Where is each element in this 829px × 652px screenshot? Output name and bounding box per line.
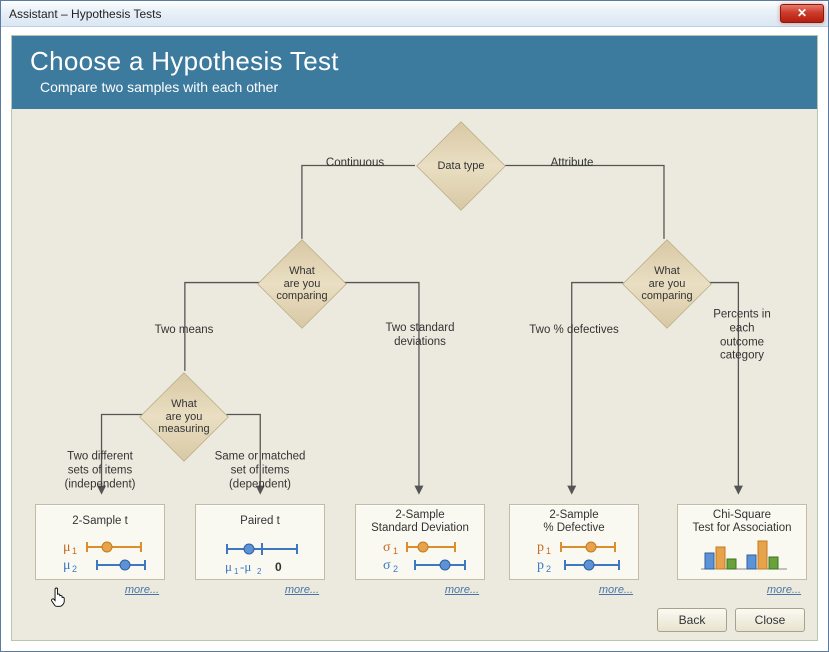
card-paired-t-icon: μ1 -μ 2 0 [197,535,323,575]
card-chi-square[interactable]: Chi-Square Test for Association [677,504,807,580]
svg-text:2: 2 [546,564,551,574]
svg-text:1: 1 [234,567,239,575]
svg-text:p: p [537,558,544,573]
svg-text:μ: μ [63,558,71,573]
label-two-pct-def: Two % defectives [529,324,618,338]
svg-text:2: 2 [257,567,262,575]
card-2-sample-pct-defective[interactable]: 2-Sample % Defective p1 p2 [509,504,639,580]
titlebar: Assistant – Hypothesis Tests ✕ [1,1,828,27]
svg-text:2: 2 [393,564,398,574]
diamond-what-comparing-right: What are you comparing [623,240,711,328]
card-title: Chi-Square Test for Association [679,509,805,535]
assistant-window: Assistant – Hypothesis Tests ✕ Choose a … [0,0,829,652]
more-link-2-sample-std[interactable]: more... [445,584,479,596]
label-continuous: Continuous [326,157,384,171]
content-panel: Choose a Hypothesis Test Compare two sam… [11,35,818,641]
diamond-data-type: Data type [417,122,505,210]
more-link-2-sample-pct[interactable]: more... [599,584,633,596]
card-2-sample-t[interactable]: 2-Sample t μ1 μ2 [35,504,165,580]
svg-text:0: 0 [275,560,282,574]
label-two-std: Two standard deviations [385,322,454,350]
card-paired-t[interactable]: Paired t μ1 -μ 2 0 [195,504,325,580]
svg-text:-μ: -μ [240,559,251,574]
card-chi-square-icon [679,535,805,575]
card-title: 2-Sample % Defective [511,509,637,535]
card-title: Paired t [197,509,323,535]
svg-text:1: 1 [72,546,77,556]
svg-text:p: p [537,540,544,555]
card-2-sample-std[interactable]: 2-Sample Standard Deviation σ1 σ2 [355,504,485,580]
more-link-chi-square[interactable]: more... [767,584,801,596]
label-two-means: Two means [155,324,214,338]
label-two-diff-sets: Two different sets of items (independent… [65,450,136,491]
more-link-paired-t[interactable]: more... [285,584,319,596]
svg-text:2: 2 [72,564,77,574]
svg-text:μ: μ [63,540,71,555]
window-title: Assistant – Hypothesis Tests [9,7,162,21]
window-close-button[interactable]: ✕ [780,4,824,23]
content-header: Choose a Hypothesis Test Compare two sam… [12,36,817,109]
label-same-matched: Same or matched set of items (dependent) [215,450,306,491]
page-subtitle: Compare two samples with each other [40,79,799,95]
diamond-what-comparing-left: What are you comparing [258,240,346,328]
footer: Back Close [12,600,817,640]
label-attribute: Attribute [551,157,594,171]
decision-tree: Data type What are you comparing What ar… [12,106,817,600]
card-title: 2-Sample Standard Deviation [357,509,483,535]
diamond-what-measuring: What are you measuring [140,373,228,461]
close-button[interactable]: Close [735,608,805,632]
svg-text:μ: μ [225,559,232,574]
card-title: 2-Sample t [37,509,163,535]
card-2-sample-std-icon: σ1 σ2 [357,535,483,575]
card-2-sample-pct-defective-icon: p1 p2 [511,535,637,575]
page-title: Choose a Hypothesis Test [30,46,799,77]
label-pct-cat: Percents in each outcome category [705,308,780,363]
more-link-2-sample-t[interactable]: more... [125,584,159,596]
card-2-sample-t-icon: μ1 μ2 [37,535,163,575]
back-button[interactable]: Back [657,608,727,632]
svg-text:1: 1 [393,546,398,556]
svg-text:σ: σ [383,558,391,573]
svg-text:σ: σ [383,540,391,555]
svg-text:1: 1 [546,546,551,556]
